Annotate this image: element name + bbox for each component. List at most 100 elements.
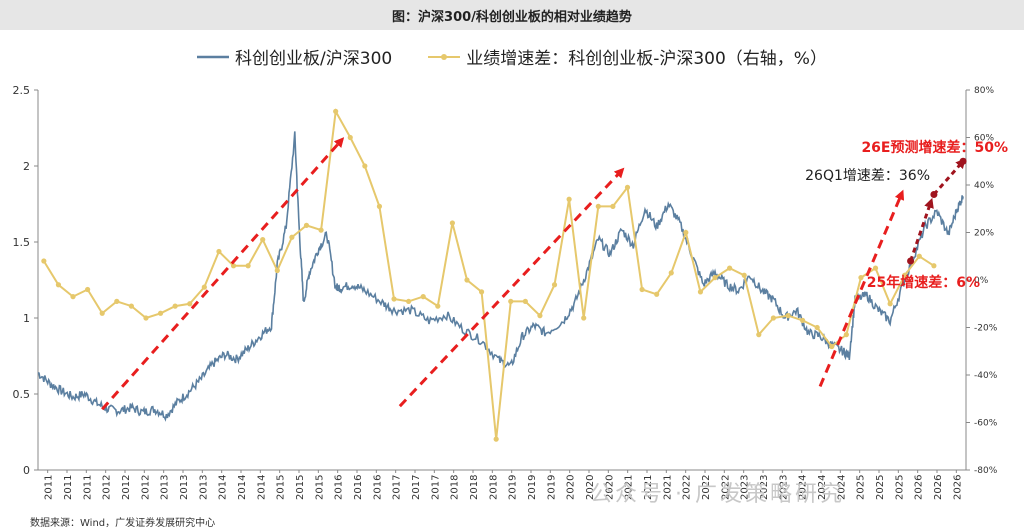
- series-growth-point: [55, 282, 62, 288]
- x-tick-label: 2023: [740, 475, 751, 500]
- y-right-tick-label: 20%: [974, 229, 994, 239]
- series-growth-point: [872, 265, 879, 271]
- legend-label-ratio: 科创创业板/沪深300: [235, 49, 393, 69]
- x-tick-label: 2017: [411, 475, 422, 500]
- x-tick-label: 2014: [256, 475, 267, 500]
- series-growth-point: [406, 298, 412, 304]
- series-growth-point: [347, 134, 353, 141]
- x-tick-label: 2014: [237, 475, 248, 500]
- x-tick-label: 2023: [778, 475, 789, 500]
- chart-title: 图：沪深300/科创创业板的相对业绩趋势: [392, 9, 632, 25]
- series-growth-point: [712, 275, 718, 281]
- legend-label-growth: 业绩增速差：科创创业板-沪深300（右轴，%）: [466, 49, 827, 69]
- series-growth-point: [435, 303, 441, 309]
- x-tick-label: 2026: [914, 475, 925, 500]
- series-growth-point: [114, 298, 120, 304]
- series-growth-point: [157, 310, 164, 316]
- y-right-tick-label: -20%: [974, 324, 998, 334]
- x-tick-label: 2012: [102, 475, 113, 500]
- x-tick-label: 2018: [450, 475, 461, 500]
- series-growth-point: [843, 332, 849, 338]
- series-growth-point: [187, 301, 193, 307]
- x-tick-label: 2021: [643, 475, 654, 500]
- series-growth-point: [464, 277, 470, 283]
- x-tick-label: 2024: [798, 475, 809, 500]
- x-tick-label: 2013: [160, 475, 171, 500]
- x-tick-label: 2013: [198, 475, 209, 500]
- x-tick-label: 2022: [720, 475, 731, 500]
- series-growth-point: [449, 220, 455, 226]
- series-growth-point: [799, 317, 806, 323]
- series-growth-point: [478, 289, 485, 295]
- series-growth-point: [420, 294, 426, 300]
- x-tick-label: 2016: [372, 475, 383, 500]
- source-note: 数据来源：Wind，广发证券发展研究中心: [30, 518, 216, 529]
- series-growth-point: [756, 332, 762, 338]
- x-tick-label: 2013: [179, 475, 190, 500]
- x-tick-label: 2018: [469, 475, 480, 500]
- x-tick-label: 2021: [662, 475, 673, 500]
- y-left-tick-label: 2.5: [13, 84, 31, 97]
- trend-arrow: [818, 189, 905, 387]
- annotation-26e: 26E预测增速差：50%: [861, 139, 1008, 156]
- series-growth-line: [42, 108, 935, 440]
- series-growth-point: [260, 237, 266, 243]
- x-tick-label: 2023: [759, 475, 770, 500]
- series-growth-point: [668, 270, 674, 276]
- series-growth-point: [581, 315, 587, 321]
- x-tick-label: 2011: [82, 475, 93, 500]
- legend: 科创创业板/沪深300 业绩增速差：科创创业板-沪深300（右轴，%）: [0, 44, 1024, 69]
- x-tick-label: 2025: [894, 475, 905, 500]
- series-growth-point: [727, 265, 733, 271]
- series-growth-point: [551, 282, 558, 288]
- series-growth-point: [902, 272, 908, 278]
- series-growth-point: [916, 253, 922, 259]
- legend-item-growth: 业绩增速差：科创创业板-沪深300（右轴，%）: [428, 44, 827, 69]
- y-right-tick-label: 60%: [974, 134, 994, 144]
- x-tick-label: 2021: [624, 475, 635, 500]
- marker-26q1: [930, 191, 938, 198]
- series-growth-point: [230, 263, 237, 269]
- trend-arrow: [398, 167, 625, 408]
- x-tick-label: 2022: [682, 475, 693, 500]
- x-tick-label: 2012: [140, 475, 151, 500]
- y-left-tick-label: 0: [23, 464, 30, 477]
- y-right-tick-label: 80%: [974, 86, 994, 96]
- series-growth-point: [697, 289, 704, 295]
- y-right-tick-label: -60%: [974, 419, 998, 429]
- series-growth-point: [624, 184, 631, 190]
- series-growth-point: [70, 294, 76, 300]
- forecast-arrow: [909, 197, 934, 262]
- y-right-tick-label: -40%: [974, 371, 998, 381]
- series-growth-point: [610, 203, 616, 209]
- series-growth-point: [683, 229, 689, 236]
- y-right-tick-label: 40%: [974, 181, 994, 191]
- series-growth-point: [391, 296, 397, 302]
- series-growth-point: [566, 196, 572, 202]
- x-tick-label: 2019: [508, 475, 519, 500]
- x-tick-label: 2011: [44, 475, 55, 500]
- x-tick-label: 2015: [276, 475, 287, 500]
- legend-item-ratio: 科创创业板/沪深300: [197, 44, 392, 69]
- marker-26e: [959, 157, 967, 165]
- series-growth-point: [216, 248, 222, 255]
- x-tick-label: 2012: [121, 475, 132, 500]
- x-tick-label: 2017: [392, 475, 403, 500]
- y-left-tick-label: 1: [23, 312, 30, 325]
- x-tick-label: 2026: [933, 475, 944, 500]
- chart-title-bar: 图：沪深300/科创创业板的相对业绩趋势: [0, 0, 1024, 30]
- series-growth-point: [376, 203, 383, 209]
- x-tick-label: 2026: [952, 475, 963, 500]
- series-growth-point: [143, 315, 149, 321]
- series-growth-point: [85, 286, 91, 293]
- x-tick-label: 2025: [856, 475, 867, 500]
- series-growth-point: [128, 303, 134, 309]
- series-growth-point: [537, 313, 543, 319]
- x-tick-label: 2020: [604, 475, 615, 500]
- series-growth-point: [362, 163, 368, 169]
- marker-25: [907, 257, 915, 265]
- y-right-tick-label: 0%: [974, 276, 989, 286]
- x-tick-label: 2020: [566, 475, 577, 500]
- series-growth-point: [654, 291, 660, 297]
